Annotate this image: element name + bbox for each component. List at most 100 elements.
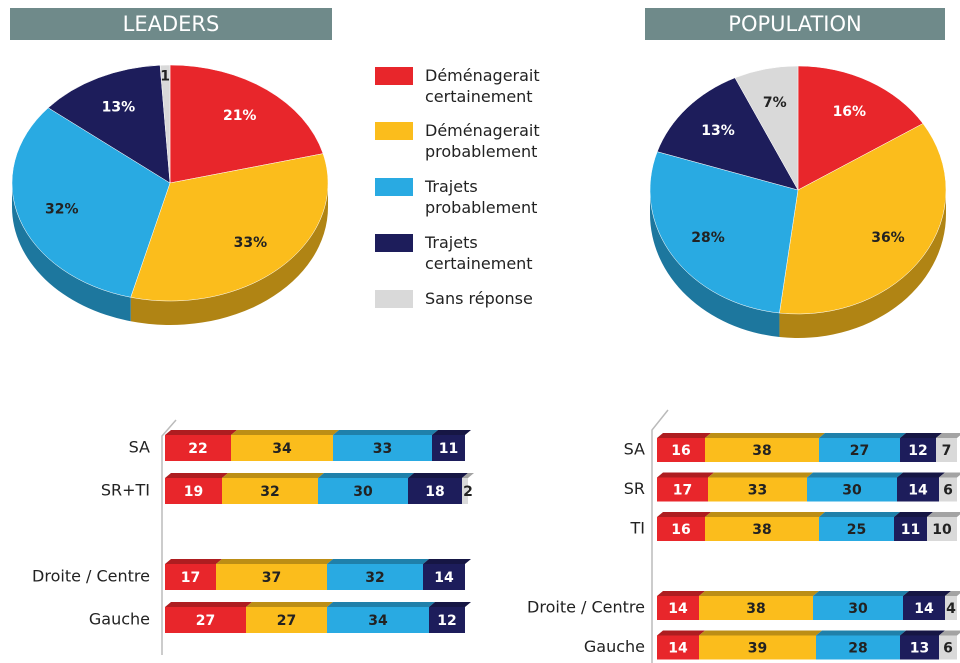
pie-slice [169,64,324,184]
data-label: 6 [943,641,953,657]
bar-bevel [945,591,960,596]
bar-bevel [939,472,960,478]
data-label: 33 [748,483,767,499]
y-tick-label: SA [129,438,150,457]
legend-swatch [375,234,413,252]
bar-bevel [699,591,819,596]
bar-segment [936,438,957,462]
bar-segment [231,435,333,461]
legend-item: Sans réponse [375,288,550,309]
data-label: 38 [752,443,771,459]
data-label: 11 [439,441,458,457]
bar-bevel [318,473,414,478]
data-label: 16 [671,522,690,538]
bar-segment [423,564,465,590]
bar-segment [819,517,894,541]
bar-segment [807,477,897,502]
bar-bevel [165,430,237,435]
bar-segment [900,438,936,462]
data-label: 30 [353,484,373,500]
pie-slice [11,107,171,298]
bar-segment [705,517,819,541]
bar-segment [897,477,939,502]
bar-segment [657,596,699,620]
bar-bevel [903,591,951,596]
bar-bevel [462,473,474,478]
data-label: 27 [850,443,869,459]
y-tick-label: Gauche [584,637,645,656]
bar-bevel [246,602,333,607]
data-label: 11 [901,522,920,538]
bar-bevel [429,602,471,607]
data-label: 25 [847,522,866,538]
y-tick-label: SR [624,479,645,498]
data-label: 36% [871,230,905,246]
bar-bevel [936,433,960,438]
data-label: 7 [942,443,952,459]
legend-item: Déménagerait certainement [375,65,550,107]
bar-bevel [657,512,711,517]
data-label: 22 [188,441,207,457]
header-box [645,8,945,40]
data-label: 16% [833,104,867,120]
data-label: 14 [914,601,934,617]
data-label: 13 [910,641,929,657]
chart-title: LEADERS [123,12,220,36]
bar-segment [657,517,705,541]
bar-segment [165,564,216,590]
pie-slice [779,123,947,315]
data-label: 13% [701,123,735,139]
bar-bevel [165,473,228,478]
bar-segment [432,435,465,461]
data-label: 28 [848,641,867,657]
pie-slice [734,65,799,191]
pie-slice [649,151,799,314]
legend-label: Trajets probablement [425,177,538,217]
legend-swatch [375,122,413,140]
y-tick-label: Droite / Centre [527,598,645,617]
bar-bevel [657,630,705,636]
data-label: 34 [368,613,388,629]
legend-label: Déménagerait probablement [425,121,540,161]
bar-segment [894,517,927,541]
bar-segment [222,478,318,504]
bar-segment [708,477,807,502]
bar-segment [699,596,813,620]
data-label: 34 [272,441,292,457]
data-label: 33% [234,235,268,251]
bar-segment [819,438,900,462]
bar-segment [699,635,816,660]
bar-bevel [819,512,900,517]
data-label: 18 [425,484,444,500]
data-label: 32% [45,201,79,217]
data-label: 30 [848,601,868,617]
data-label: 27 [196,613,215,629]
bar-bevel [819,433,906,438]
data-label: 4 [946,601,956,617]
bar-bevel [216,559,333,564]
y-tick-label: TI [630,519,646,538]
bar-bevel [894,512,933,517]
bar-bevel [333,430,438,435]
y-tick-label: SR+TI [101,481,150,500]
bar-segment [318,478,408,504]
bar-bevel [165,559,222,564]
y-tick-label: Droite / Centre [32,567,150,586]
legend-item: Déménagerait probablement [375,120,550,162]
bar-bevel [327,602,435,607]
bar-segment [945,596,957,620]
chart-title: POPULATION [728,12,861,36]
data-label: 38 [752,522,771,538]
bar-segment [246,607,327,633]
data-label: 14 [668,601,688,617]
data-label: 17 [181,570,200,586]
bar-segment [408,478,462,504]
bar-bevel [813,591,909,596]
bar-bevel [927,512,960,517]
pie-side [650,190,780,338]
bar-segment [333,435,432,461]
bar-segment [939,635,957,660]
bar-bevel [327,559,429,564]
data-label: 12 [437,613,456,629]
